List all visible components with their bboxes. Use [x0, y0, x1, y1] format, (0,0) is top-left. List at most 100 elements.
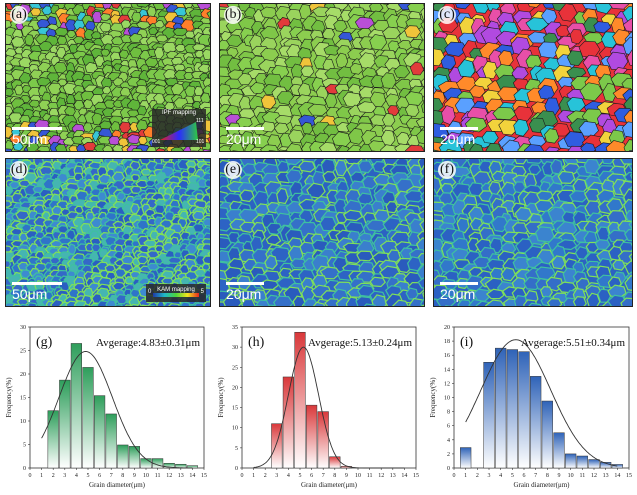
- x-tick-label: 1: [464, 473, 467, 479]
- scale-bar-f: 20μm: [440, 282, 478, 302]
- ipf-map-a: (a) 50μm IPF mapping 111 001 101: [5, 3, 211, 152]
- histogram-bar: [59, 379, 71, 469]
- scale-bar-b: 20μm: [226, 127, 264, 147]
- x-tick-label: 15: [626, 473, 632, 479]
- ipf-label-101: 101: [196, 139, 205, 144]
- kam-map-e: (e) 20μm: [219, 158, 425, 307]
- y-tick-label: 0: [235, 466, 238, 472]
- fit-curve: [465, 339, 618, 467]
- histogram-h: 0 1 2 3 4 5 6 7 8 9 10 11 12 13 14 1505101520253035Grai…: [217, 325, 419, 489]
- x-tick-label: 3: [488, 473, 491, 479]
- x-tick-label: 11: [579, 473, 585, 479]
- ipf-label-001: 001: [152, 139, 161, 144]
- scale-bar-e: 20μm: [226, 282, 264, 302]
- x-tick-label: 12: [591, 473, 597, 479]
- y-tick-label: 6: [447, 424, 450, 430]
- x-tick-label: 1: [252, 473, 255, 479]
- x-tick-label: 15: [201, 473, 207, 479]
- x-tick-label: 5: [299, 473, 302, 479]
- x-tick-label: 0: [241, 473, 244, 479]
- panel-label: (h): [248, 335, 265, 350]
- kam-map-f: (f) 20μm: [433, 158, 633, 307]
- x-tick-label: 8: [121, 473, 124, 479]
- histogram-bar: [565, 453, 577, 469]
- histogram-bar: [128, 446, 140, 469]
- ipf-map-c: (c) 20μm: [433, 3, 633, 152]
- x-tick-label: 10: [143, 473, 149, 479]
- y-tick-label: 30: [20, 325, 26, 331]
- histogram-bar: [317, 411, 329, 469]
- panel-label-a: (a): [10, 6, 28, 24]
- panel-label-d: (d): [10, 161, 28, 179]
- x-tick-label: 5: [511, 473, 514, 479]
- histogram-bar: [518, 351, 530, 469]
- x-tick-label: 14: [401, 473, 407, 479]
- y-tick-label: 25: [20, 349, 26, 355]
- x-tick-label: 11: [367, 473, 373, 479]
- x-tick-label: 8: [546, 473, 549, 479]
- x-tick-label: 12: [378, 473, 384, 479]
- y-axis-label: Frequency(%): [217, 377, 225, 418]
- ipf-legend-title: IPF mapping: [161, 110, 197, 116]
- x-tick-label: 11: [155, 473, 161, 479]
- panel-label-e: (e): [224, 161, 242, 179]
- y-tick-label: 16: [444, 353, 450, 359]
- x-tick-label: 9: [345, 473, 348, 479]
- y-tick-label: 20: [232, 385, 238, 391]
- x-tick-label: 1: [40, 473, 43, 479]
- y-tick-label: 15: [232, 406, 238, 412]
- x-tick-label: 2: [476, 473, 479, 479]
- histogram-i: 0 1 2 3 4 5 6 7 8 9 10 11 12 13 14 1502468101214161820G…: [429, 325, 632, 489]
- kam-map-d: (d) 50μm 0 KAM mapping 5: [5, 158, 211, 307]
- ipf-legend: IPF mapping 111 001 101: [152, 109, 206, 147]
- histogram-bar: [82, 367, 94, 469]
- scale-text-e: 20μm: [226, 286, 262, 302]
- histogram-bar: [530, 376, 542, 469]
- y-tick-label: 0: [447, 466, 450, 472]
- x-tick-label: 13: [603, 473, 609, 479]
- histogram-bar: [47, 410, 59, 469]
- x-tick-label: 13: [390, 473, 396, 479]
- x-tick-label: 12: [166, 473, 172, 479]
- y-tick-label: 35: [232, 325, 238, 331]
- panel-label-c: (c): [438, 6, 456, 24]
- x-tick-label: 8: [333, 473, 336, 479]
- histogram-bar: [140, 458, 152, 469]
- x-tick-label: 6: [98, 473, 101, 479]
- y-axis-label: Frequency(%): [429, 377, 437, 418]
- panel-label: (i): [460, 335, 474, 350]
- y-tick-label: 25: [232, 365, 238, 371]
- histogram-bar: [460, 447, 472, 469]
- y-tick-label: 4: [447, 438, 450, 444]
- ipf-color-triangle: 111 001 101: [152, 118, 205, 144]
- x-tick-label: 7: [110, 473, 113, 479]
- kam-legend: 0 KAM mapping 5: [146, 284, 206, 302]
- y-tick-label: 5: [235, 446, 238, 452]
- y-tick-label: 8: [447, 410, 450, 416]
- x-axis-label: Grain diameter(μm): [513, 481, 570, 489]
- x-tick-label: 0: [29, 473, 32, 479]
- y-tick-label: 14: [444, 367, 450, 373]
- average-annotation: Avgerage:5.51±0.34μm: [521, 337, 625, 349]
- kam-legend-max: 5: [200, 289, 204, 295]
- plot-frame: [241, 326, 417, 469]
- x-tick-label: 14: [189, 473, 195, 479]
- histogram-bar: [483, 362, 495, 469]
- histogram-bar: [117, 444, 129, 469]
- scale-bar-c: 20μm: [440, 127, 478, 147]
- y-tick-label: 10: [20, 419, 26, 425]
- x-tick-label: 9: [133, 473, 136, 479]
- x-tick-label: 15: [413, 473, 419, 479]
- kam-grain-map: [434, 159, 632, 306]
- y-tick-label: 2: [447, 452, 450, 458]
- x-tick-label: 5: [87, 473, 90, 479]
- ipf-grain-map: [220, 4, 424, 151]
- scale-text-c: 20μm: [440, 131, 476, 147]
- x-axis-label: Grain diameter(μm): [89, 481, 146, 489]
- x-tick-label: 4: [75, 473, 78, 479]
- histogram-bar: [306, 404, 318, 469]
- x-axis-label: Grain diameter(μm): [301, 481, 358, 489]
- histogram-bar: [294, 331, 306, 469]
- x-tick-label: 4: [287, 473, 290, 479]
- panel-label-b: (b): [224, 6, 242, 24]
